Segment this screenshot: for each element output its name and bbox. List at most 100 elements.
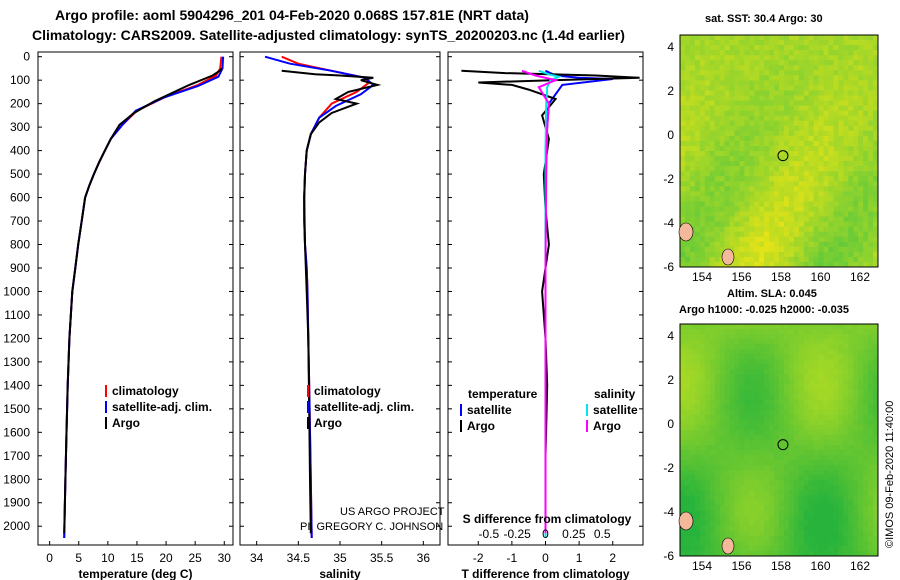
map-cell [689, 354, 696, 360]
map-cell [764, 176, 770, 182]
map-cell [813, 419, 820, 426]
map-cell [714, 435, 721, 441]
map-cell [689, 251, 696, 258]
map-cell [769, 389, 775, 396]
map-cell [784, 251, 790, 258]
map-cell [853, 256, 859, 263]
map-cell [685, 409, 691, 416]
map-cell [769, 176, 775, 182]
map-cell [788, 359, 795, 365]
map-cell [808, 414, 815, 421]
map-cell [873, 65, 879, 71]
x-tick-label: 35 [333, 551, 347, 565]
map-cell [769, 435, 775, 441]
map-cell [873, 545, 879, 552]
map-cell [788, 545, 795, 552]
map-cell [714, 75, 721, 81]
map-cell [833, 475, 839, 481]
map-cell [828, 384, 834, 390]
map-cell [803, 389, 810, 396]
map-cell [704, 236, 711, 243]
map-cell [818, 359, 825, 365]
map-cell [863, 465, 869, 471]
map-cell [714, 156, 721, 162]
map-cell [714, 475, 721, 481]
map-cell [719, 226, 726, 233]
map-cell [719, 246, 726, 253]
map-cell [704, 95, 711, 101]
map-cell [793, 535, 800, 542]
map-cell [793, 176, 800, 182]
map-cell [863, 262, 869, 268]
map-cell [774, 389, 780, 396]
map-cell [813, 394, 820, 401]
map-cell [759, 465, 765, 471]
map-cell [858, 75, 864, 81]
map-cell [833, 455, 839, 461]
map-cell [853, 551, 859, 557]
map-cell [833, 35, 839, 41]
map-cell [689, 201, 696, 207]
map-cell [749, 156, 755, 162]
map-cell [769, 75, 775, 81]
map-cell [685, 324, 691, 330]
map-cell [793, 369, 800, 375]
map-cell [699, 379, 706, 385]
map-cell [843, 329, 849, 335]
map-cell [764, 241, 770, 248]
map-cell [863, 505, 869, 512]
map-cell [848, 419, 854, 426]
map-cell [739, 105, 745, 112]
map-cell [704, 120, 711, 127]
map-cell [863, 525, 869, 532]
map-cell [873, 211, 879, 217]
map-cell [754, 262, 760, 268]
map-cell [769, 329, 775, 335]
map-cell [680, 399, 686, 406]
map-cell [774, 455, 780, 461]
map-cell [848, 520, 854, 527]
map-cell [709, 151, 716, 157]
map-cell [769, 246, 775, 253]
map-cell [714, 151, 721, 157]
map-cell [764, 95, 770, 101]
map-cell [848, 206, 854, 212]
map-cell [848, 379, 854, 385]
map-cell [764, 85, 770, 91]
map-cell [734, 389, 740, 396]
map-cell [838, 475, 844, 481]
map-cell [788, 445, 795, 451]
map-cell [784, 115, 790, 122]
map-cell [793, 50, 800, 56]
map-cell [823, 530, 829, 537]
map-cell [774, 344, 780, 350]
map-cell [798, 161, 805, 167]
map-x-tick-label: 154 [692, 559, 712, 573]
map-cell [848, 110, 854, 117]
map-cell [803, 130, 810, 137]
map-cell [828, 151, 834, 157]
map-cell [749, 480, 755, 486]
map-cell [833, 100, 839, 107]
map-cell [858, 105, 864, 112]
map-cell [719, 35, 726, 41]
map-cell [833, 65, 839, 71]
map-cell [739, 221, 745, 228]
map-cell [843, 354, 849, 360]
map-cell [709, 161, 716, 167]
map-cell [788, 354, 795, 360]
map-cell [724, 85, 730, 91]
map-cell [694, 369, 701, 375]
map-cell [759, 520, 765, 527]
map-cell [769, 60, 775, 66]
map-cell [853, 545, 859, 552]
map-cell [680, 359, 686, 365]
map-cell [749, 110, 755, 117]
map-cell [774, 166, 780, 172]
map-cell [685, 334, 691, 340]
map-cell [793, 460, 800, 466]
map-cell [764, 130, 770, 137]
map-cell [769, 334, 775, 340]
map-cell [818, 349, 825, 355]
map-cell [853, 176, 859, 182]
